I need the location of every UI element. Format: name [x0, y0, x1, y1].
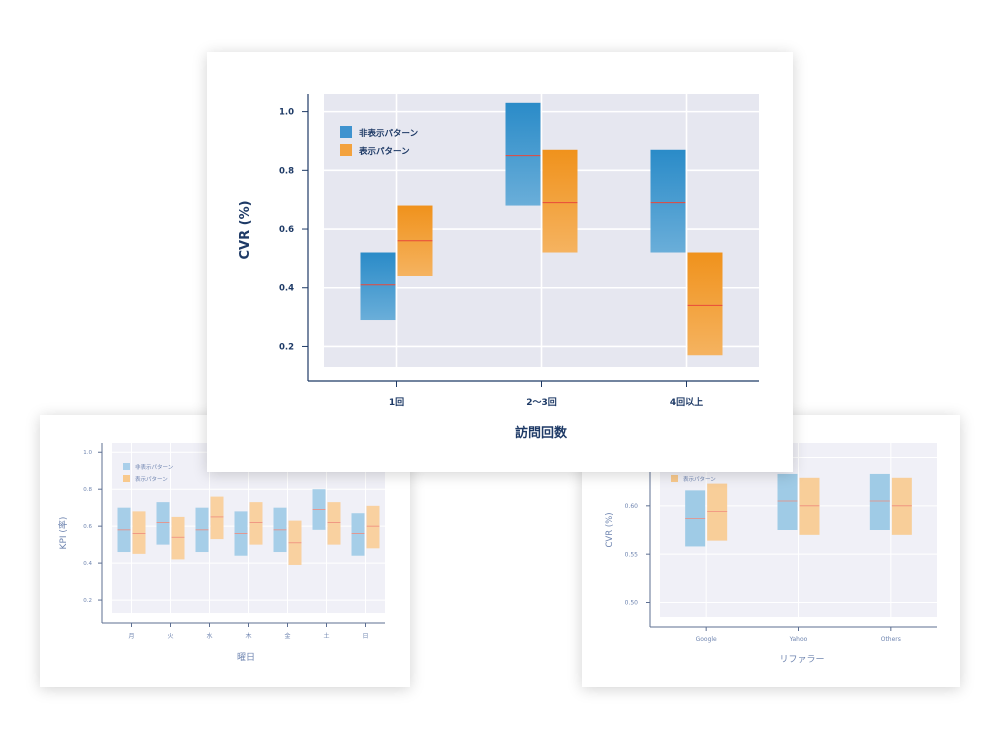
x-tick-label: Others — [881, 636, 901, 643]
box-shown-1 — [799, 477, 820, 535]
legend-label-shown: 表示パターン — [358, 146, 410, 157]
x-tick-label: 2〜3回 — [526, 397, 557, 408]
x-axis-label: リファラー — [779, 654, 824, 665]
box-shown-0 — [132, 511, 146, 554]
box-shown-6 — [366, 505, 380, 549]
chart-card-visits: 0.2 0.4 0.6 0.8 1.0 1回 2〜3回 4回以上 CVR (%) 訪問回数 … — [207, 52, 793, 472]
y-axis-label: KPI (率) — [57, 517, 69, 550]
legend: 表示パターン — [671, 475, 716, 483]
legend-label-hidden: 非表示パターン — [359, 128, 419, 139]
box-shown-2 — [210, 496, 224, 540]
visits-chart: 0.20.40.60.81.0 1回 2〜3回 4回以上 CVR (%) 訪問回数 … — [238, 94, 759, 441]
box-shown-3 — [249, 502, 263, 545]
y-tick-label: 0.2 — [83, 598, 92, 604]
legend-label-shown: 表示パターン — [683, 475, 716, 483]
y-tick-label: 0.8 — [83, 487, 92, 493]
x-tick-label: 4回以上 — [670, 396, 703, 408]
box-shown-1 — [542, 149, 578, 253]
box-hidden-1 — [505, 102, 541, 206]
x-tick-label: 1回 — [389, 397, 404, 408]
box-shown-5 — [327, 502, 341, 545]
legend-label-shown: 表示パターン — [135, 475, 168, 483]
x-tick-label: 土 — [323, 632, 329, 640]
box-hidden-6 — [351, 513, 365, 556]
x-tick-label: Google — [696, 636, 717, 643]
box-shown-1 — [171, 516, 185, 560]
y-tick-label: 0.6 — [279, 225, 294, 235]
y-tick-label: 0.2 — [279, 342, 294, 352]
legend-swatch-shown — [671, 475, 678, 482]
y-axis-label: CVR (%) — [238, 200, 253, 259]
legend-label-hidden: 非表示パターン — [135, 463, 174, 471]
legend-swatch-shown — [340, 144, 352, 156]
legend: 非表示パターン 表示パターン — [123, 463, 174, 483]
legend-swatch-shown — [123, 475, 130, 482]
x-axis-label: 曜日 — [237, 652, 255, 663]
y-tick-label: 0.4 — [83, 561, 92, 567]
y-tick-label: 1.0 — [83, 450, 92, 456]
box-shown-2 — [687, 252, 723, 356]
legend-swatch-hidden — [340, 126, 352, 138]
box-shown-0 — [707, 483, 728, 541]
box-shown-2 — [891, 477, 912, 535]
legend: 非表示パターン 表示パターン — [340, 126, 419, 157]
legend-swatch-hidden — [123, 463, 130, 470]
y-tick-label: 0.60 — [625, 503, 639, 510]
x-tick-label: 火 — [167, 633, 173, 640]
box-hidden-2 — [869, 473, 890, 530]
x-axis-label: 訪問回数 — [515, 425, 568, 441]
y-tick-label: 0.6 — [83, 524, 92, 530]
x-tick-label: 日 — [362, 633, 368, 640]
box-hidden-1 — [777, 473, 798, 530]
x-tick-label: 水 — [206, 632, 212, 640]
box-hidden-1 — [156, 502, 170, 545]
x-tick-label: 金 — [284, 632, 290, 640]
box-hidden-0 — [360, 252, 396, 321]
box-hidden-2 — [650, 149, 686, 253]
x-tick-label: 月 — [128, 633, 134, 640]
y-tick-label: 0.8 — [279, 166, 294, 176]
y-tick-label: 0.50 — [625, 600, 639, 607]
x-tick-label: 木 — [245, 632, 251, 640]
y-tick-label: 1.0 — [279, 108, 294, 118]
y-tick-label: 0.55 — [625, 551, 639, 558]
y-axis-label: CVR (%) — [605, 512, 615, 547]
x-tick-label: Yahoo — [789, 636, 808, 643]
y-tick-label: 0.4 — [279, 284, 294, 294]
